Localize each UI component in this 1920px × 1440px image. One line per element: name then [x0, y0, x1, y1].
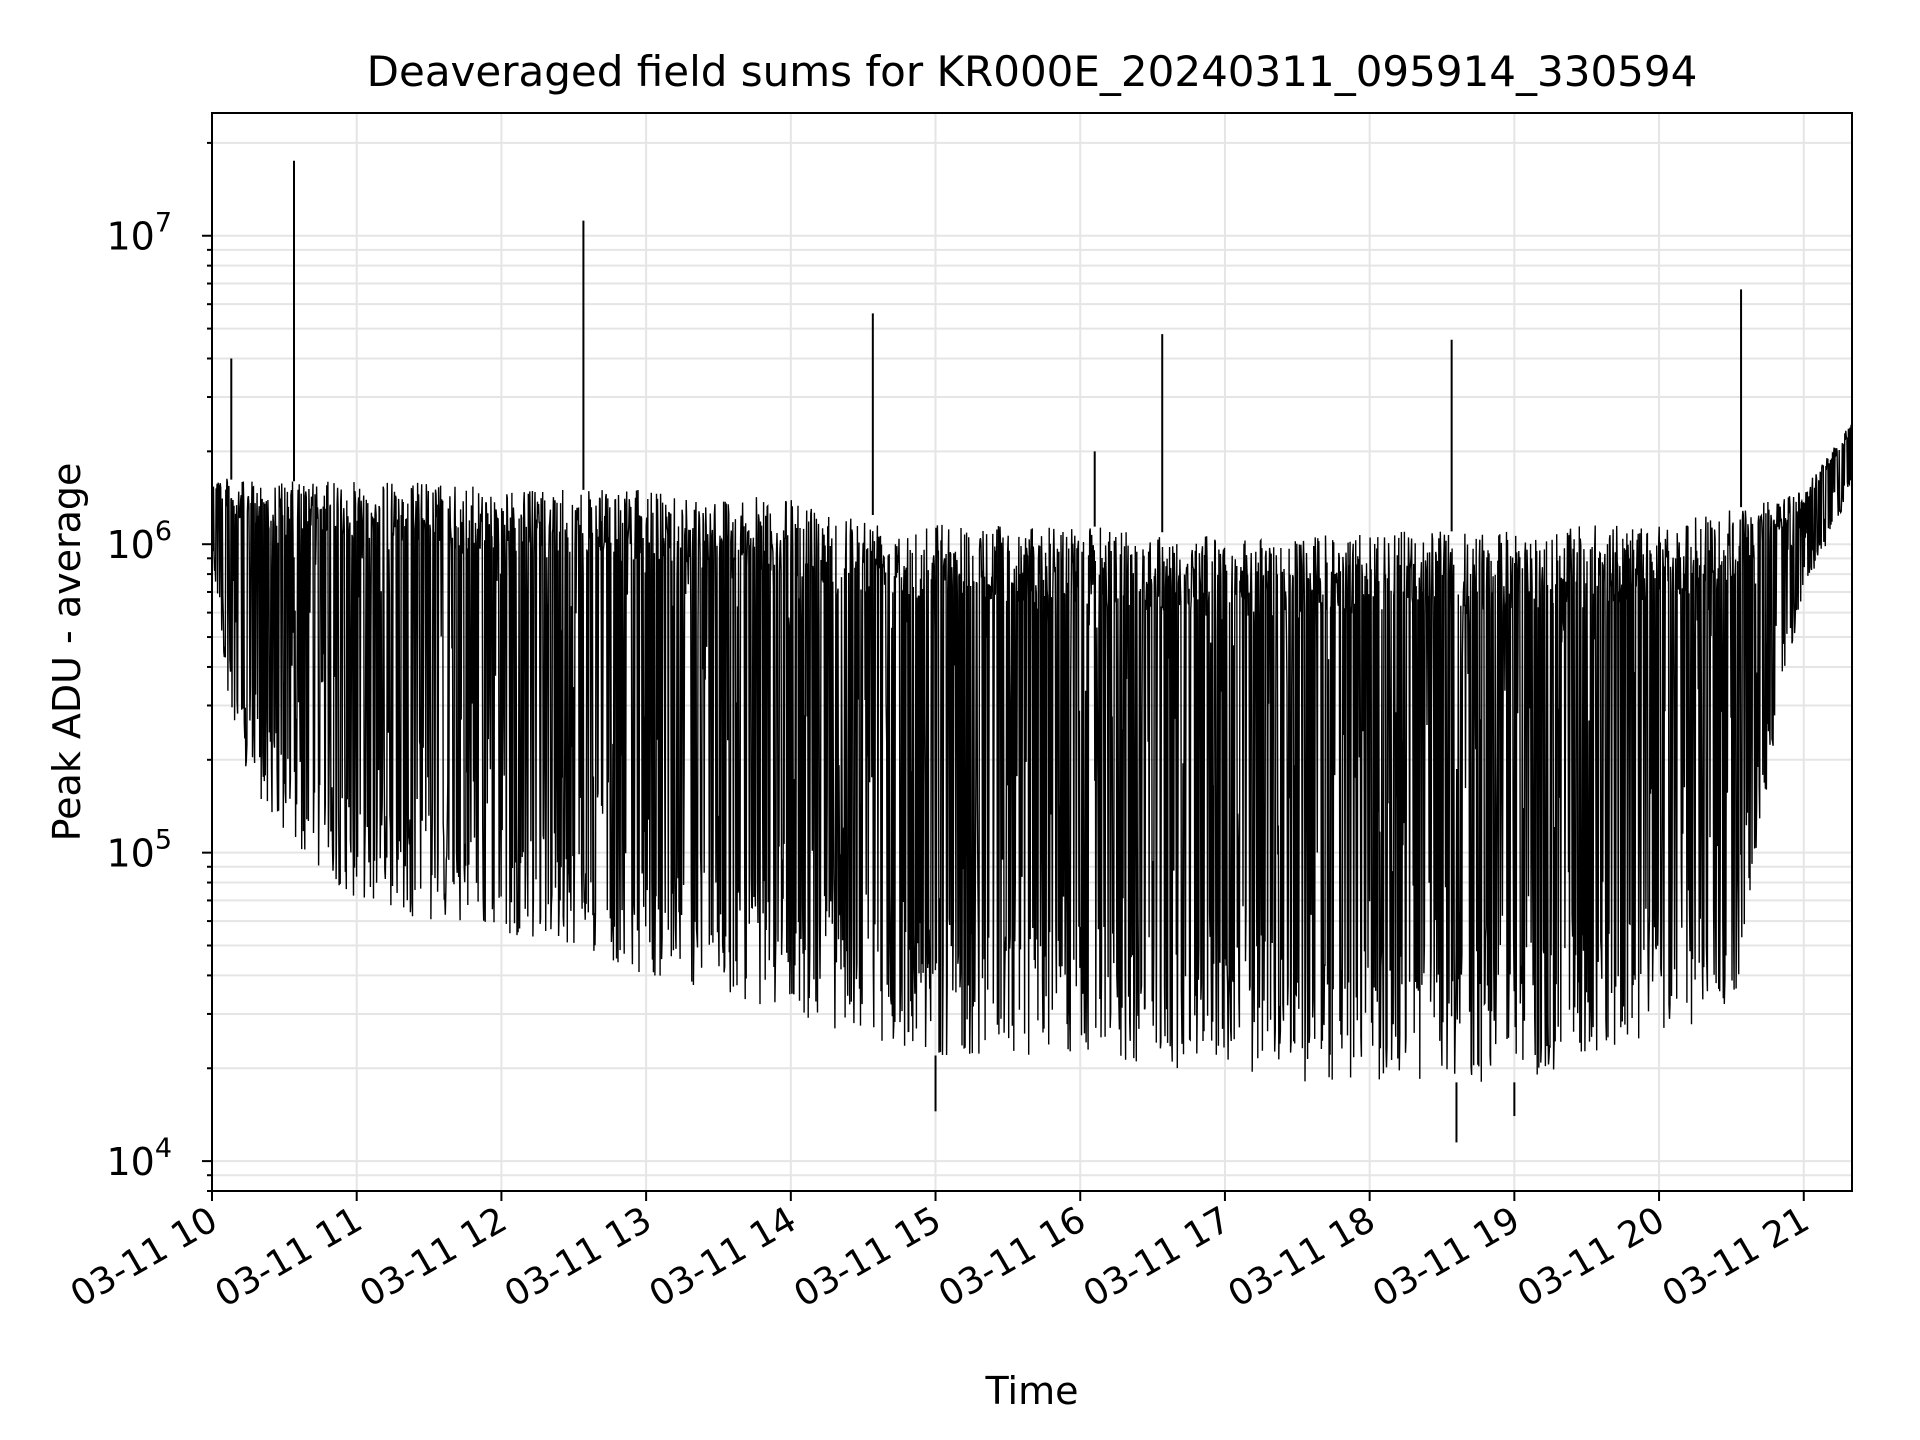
x-axis-label: Time [985, 1369, 1079, 1413]
y-axis-label: Peak ADU - average [45, 463, 89, 842]
data-series [211, 160, 1853, 1143]
plot-frame [211, 112, 1853, 1192]
y-tick-exponent: 7 [155, 208, 172, 239]
y-tick-exponent: 6 [155, 516, 172, 547]
y-tick-exponent: 5 [155, 825, 172, 856]
chart-title: Deaveraged field sums for KR000E_2024031… [367, 47, 1698, 96]
data-trace [211, 424, 1853, 1082]
y-tick-exponent: 4 [155, 1133, 172, 1164]
